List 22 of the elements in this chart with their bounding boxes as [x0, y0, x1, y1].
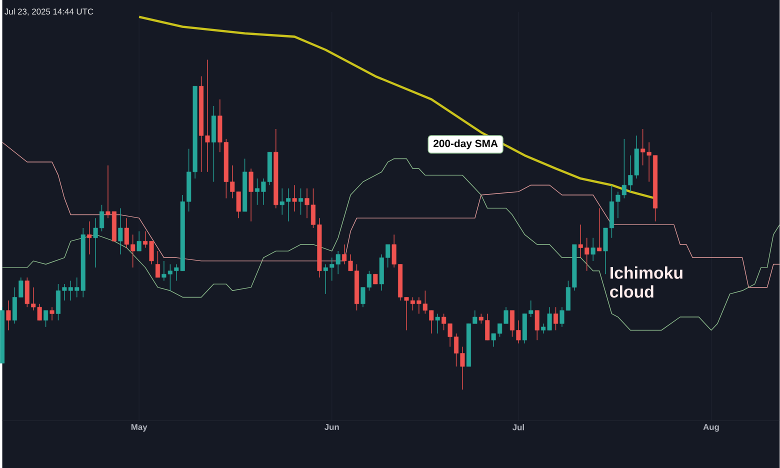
annotation: 200-day SMA [433, 139, 498, 150]
candlestick [554, 306, 558, 330]
candlestick [590, 237, 596, 262]
candlestick [292, 184, 297, 212]
x-tick-label: Aug [703, 424, 719, 432]
candlestick [534, 310, 540, 340]
candlestick [87, 220, 92, 255]
candlestick [6, 300, 11, 330]
x-tick-label: Jul [512, 424, 524, 430]
candlestick [50, 306, 54, 320]
candlestick [136, 230, 142, 252]
candlestick [44, 310, 48, 328]
text: Jul 23, 2025 14:44 UTC [4, 8, 94, 16]
x-tick-label: Jun [324, 424, 339, 430]
annotation: Ichimoku cloud [610, 266, 682, 298]
candlestick [248, 168, 254, 222]
candlestick [298, 188, 304, 215]
candlestick [597, 208, 602, 252]
x-tick-label: May [131, 424, 148, 432]
candlestick [118, 208, 123, 255]
candlestick [435, 313, 440, 334]
candlestick [155, 250, 160, 278]
